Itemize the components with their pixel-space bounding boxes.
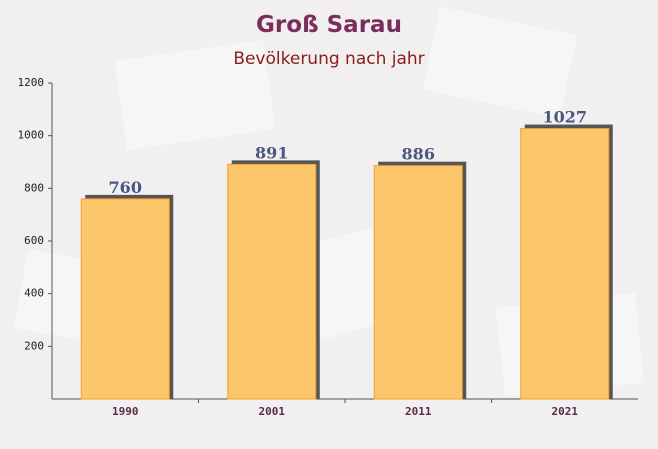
y-tick-label: 600 <box>24 234 44 247</box>
x-tick-label: 2001 <box>259 405 286 418</box>
x-tick-label: 2021 <box>552 405 579 418</box>
y-tick-label: 400 <box>24 287 44 300</box>
value-label: 886 <box>402 145 435 164</box>
chart-title: Groß Sarau <box>256 12 402 38</box>
value-label: 1027 <box>542 108 587 127</box>
chart-subtitle: Bevölkerung nach jahr <box>233 49 424 69</box>
bar <box>373 165 463 400</box>
y-tick-label: 1000 <box>18 129 45 142</box>
y-tick-label: 200 <box>24 339 44 352</box>
x-tick-label: 2011 <box>405 405 432 418</box>
y-tick-label: 800 <box>24 181 44 194</box>
value-label: 891 <box>255 143 288 162</box>
bar <box>520 128 610 400</box>
bar <box>80 198 170 400</box>
x-tick-label: 1990 <box>112 405 139 418</box>
value-label: 760 <box>109 178 142 197</box>
y-tick-label: 1200 <box>18 76 45 89</box>
bar <box>227 163 317 400</box>
